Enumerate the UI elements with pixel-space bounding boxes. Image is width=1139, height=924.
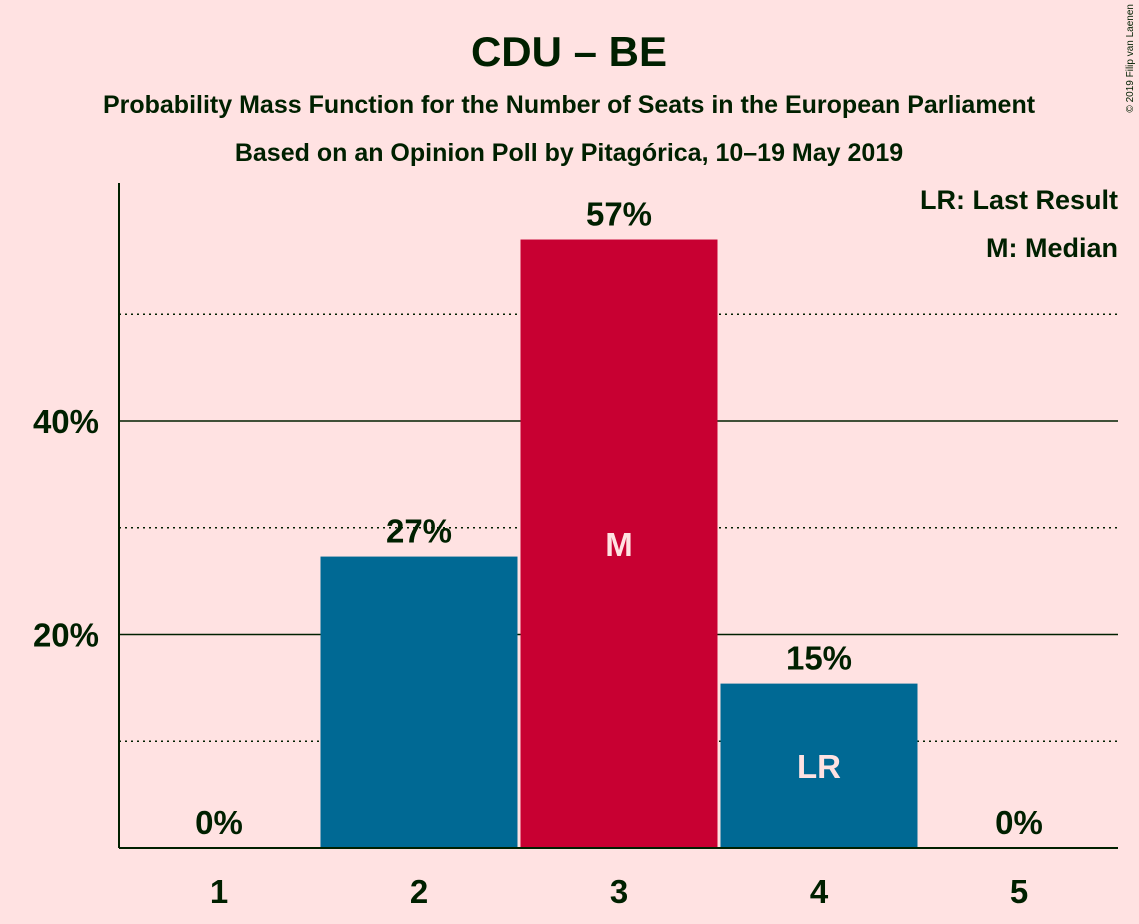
copyright-note: © 2019 Filip van Laenen: [1125, 4, 1136, 113]
legend-last-result: LR: Last Result: [920, 185, 1118, 215]
bar-mark-3: M: [605, 526, 633, 563]
x-tick-label-1: 1: [210, 873, 228, 910]
y-tick-label: 40%: [33, 403, 99, 440]
y-tick-label: 20%: [33, 617, 99, 654]
x-tick-label-4: 4: [810, 873, 829, 910]
data-labels: 0% 27% 57% M 15% LR 0%: [195, 196, 1043, 841]
chart-subtitle-line1: Probability Mass Function for the Number…: [103, 91, 1036, 119]
bar-2: [320, 556, 518, 848]
axes: 1 2 3 4 5: [118, 183, 1118, 910]
data-label-3: 57%: [586, 196, 652, 233]
bar-mark-4: LR: [797, 748, 841, 785]
chart-title: CDU – BE: [471, 28, 667, 75]
x-tick-label-3: 3: [610, 873, 628, 910]
chart-subtitle-line2: Based on an Opinion Poll by Pitagórica, …: [235, 139, 903, 167]
bar-4: [720, 683, 918, 848]
data-label-4: 15%: [786, 640, 852, 677]
legend-median: M: Median: [986, 233, 1118, 263]
data-label-2: 27%: [386, 513, 452, 550]
data-label-1: 0%: [195, 804, 243, 841]
data-label-5: 0%: [995, 804, 1043, 841]
x-tick-label-5: 5: [1010, 873, 1028, 910]
bars: [320, 239, 918, 848]
x-tick-label-2: 2: [410, 873, 428, 910]
bar-3: [520, 239, 718, 848]
